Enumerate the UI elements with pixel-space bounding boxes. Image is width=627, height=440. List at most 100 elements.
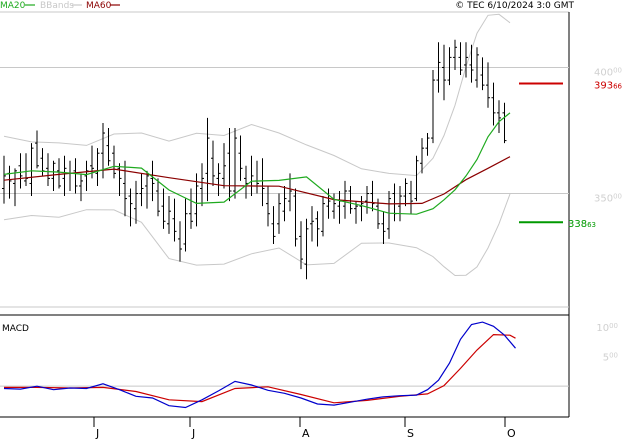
ohlc-bar	[62, 155, 67, 197]
ohlc-bar	[134, 180, 138, 224]
ma20-legend-label: MA20	[0, 1, 26, 11]
ohlc-bar	[238, 135, 243, 181]
level-markers: 39366 33863	[519, 80, 623, 230]
ohlc-bar	[117, 163, 122, 197]
ohlc-bar	[475, 47, 479, 88]
ohlc-bar	[156, 178, 160, 217]
moving-averages	[3, 112, 511, 215]
ohlc-bar	[453, 39, 457, 70]
ohlc-bar	[249, 155, 254, 197]
ohlc-bar	[189, 188, 193, 229]
ohlc-bar	[469, 44, 474, 83]
ohlc-bar	[464, 42, 468, 78]
ohlc-bar	[150, 160, 155, 202]
ohlc-bar	[370, 180, 375, 212]
ohlc-bar	[57, 158, 61, 189]
ohlc-bar	[299, 221, 303, 270]
ohlc-bar	[266, 185, 270, 227]
ohlc-bar	[222, 143, 226, 189]
ohlc-bar	[216, 163, 221, 197]
ohlc-bar	[315, 211, 320, 247]
timestamp: © TEC 6/10/2024 3:0 GMT	[455, 1, 574, 11]
ohlc-bar	[277, 193, 281, 234]
ohlc-bar	[304, 218, 309, 280]
x-tick-label: J	[95, 427, 99, 440]
ohlc-bar	[145, 170, 149, 209]
ohlc-bar	[337, 191, 342, 224]
bollinger-upper-line	[3, 13, 511, 177]
ohlc-bar	[178, 221, 182, 262]
ohlc-bar	[18, 153, 23, 189]
ohlc-bar	[409, 180, 413, 214]
support-label: 33863	[568, 219, 596, 230]
ohlc-bar	[365, 185, 369, 214]
ohlc-bar	[112, 145, 116, 179]
ohlc-bar	[46, 153, 50, 186]
x-tick-label: J	[191, 427, 195, 440]
price-bars	[2, 39, 507, 280]
bbands-legend-label: BBands	[40, 1, 74, 11]
ohlc-bar	[51, 160, 56, 192]
ohlc-bar	[414, 155, 419, 202]
ohlc-bar	[183, 198, 188, 252]
ohlc-bar	[293, 188, 298, 247]
ma20-line	[3, 112, 511, 215]
ohlc-bar	[387, 191, 391, 239]
ohlc-bar	[425, 133, 430, 156]
ohlc-bar	[502, 102, 507, 144]
ohlc-bar	[68, 160, 72, 192]
ohlc-bar	[271, 206, 276, 244]
y-tick-label: 40000	[594, 66, 622, 78]
macd-y-tick-label: 500	[603, 352, 618, 364]
ohlc-bar	[139, 173, 144, 207]
ohlc-bar	[255, 160, 259, 194]
x-tick-label: O	[507, 427, 516, 440]
ohlc-bar	[326, 188, 331, 219]
macd-panel: MACD 1000 500	[0, 321, 618, 409]
ohlc-bar	[381, 211, 386, 244]
macd-signal-line	[4, 333, 516, 404]
ohlc-bar	[106, 127, 111, 166]
x-tick-label: A	[302, 427, 310, 440]
ohlc-bar	[403, 178, 408, 207]
ohlc-bar	[491, 82, 496, 126]
ohlc-bar	[486, 62, 490, 108]
macd-title: MACD	[2, 324, 29, 334]
bollinger-bands	[3, 13, 511, 277]
panel-frames	[0, 11, 570, 418]
ohlc-bar	[359, 196, 364, 222]
ohlc-bar	[35, 130, 39, 169]
ohlc-bar	[200, 163, 204, 207]
bollinger-lower-line	[3, 193, 511, 277]
ohlc-bar	[348, 185, 353, 214]
ohlc-bar	[123, 160, 127, 217]
ohlc-bar	[205, 117, 210, 202]
ohlc-bar	[332, 193, 336, 219]
ohlc-bar	[24, 153, 28, 186]
ohlc-bar	[497, 100, 501, 134]
ohlc-bar	[167, 196, 171, 234]
ohlc-bar	[233, 127, 237, 199]
y-tick-label: 35000	[594, 193, 622, 205]
ohlc-bar	[13, 168, 17, 207]
ohlc-bar	[447, 47, 452, 86]
ohlc-bar	[343, 180, 347, 219]
ohlc-bar	[79, 173, 83, 202]
ohlc-bar	[260, 158, 265, 207]
ohlc-bar	[442, 44, 446, 101]
ohlc-bar	[288, 173, 292, 212]
ohlc-bar	[310, 206, 314, 242]
ohlc-bar	[458, 42, 463, 76]
header-legend: MA20 BBands MA60 © TEC 6/10/2024 3:0 GMT	[0, 1, 575, 11]
resistance-label: 39366	[594, 80, 623, 91]
ohlc-bar	[431, 69, 435, 144]
ohlc-bar	[436, 42, 441, 93]
ohlc-bar	[29, 143, 34, 197]
ohlc-bar	[392, 183, 397, 222]
price-y-ticks: 40000 35000	[594, 66, 622, 204]
ohlc-bar	[420, 138, 424, 174]
ohlc-bar	[282, 185, 287, 222]
macd-y-tick-label: 1000	[596, 322, 618, 334]
